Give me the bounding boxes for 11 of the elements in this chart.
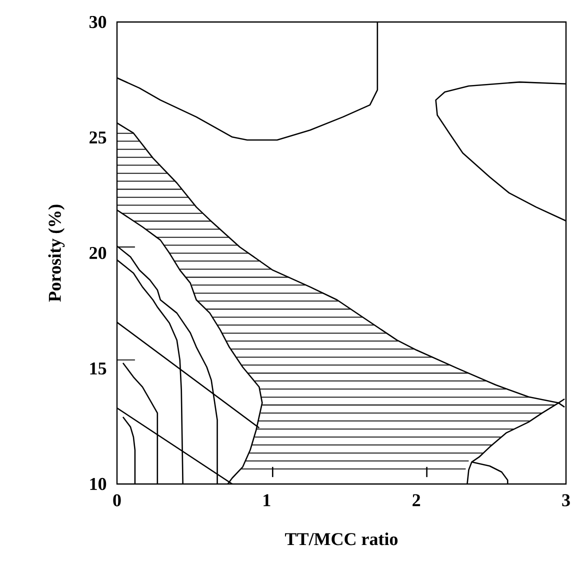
y-tick-label: 30: [89, 16, 106, 28]
y-tick-label: 25: [90, 131, 106, 144]
x-tick-label: 3: [562, 494, 570, 506]
y-axis-title: Porosity (%): [48, 204, 65, 302]
x-tick-label: 2: [412, 494, 420, 506]
y-tick-label: 15: [90, 362, 106, 375]
x-tick-label: 0: [113, 494, 121, 506]
y-tick-label: 10: [90, 478, 106, 490]
x-axis-title: TT/MCC ratio: [285, 532, 398, 546]
x-tick-label: 1: [264, 494, 270, 506]
y-tick-label: 20: [90, 246, 106, 260]
